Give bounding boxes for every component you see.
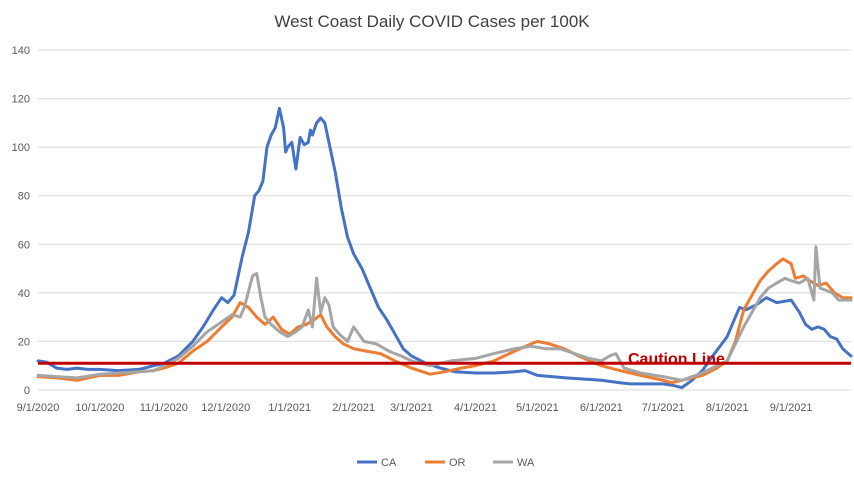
x-tick-label: 10/1/2020	[75, 402, 124, 414]
caution-line-label: Caution Line	[628, 351, 725, 368]
y-tick-label: 20	[18, 336, 30, 348]
x-tick-label: 8/1/2021	[706, 402, 749, 414]
x-tick-label: 1/1/2021	[268, 402, 311, 414]
series-line-ca	[36, 106, 853, 390]
chart-title: West Coast Daily COVID Cases per 100K	[274, 12, 590, 31]
x-tick-label: 11/1/2020	[140, 402, 188, 414]
gridlines	[38, 49, 851, 391]
y-tick-label: 120	[12, 94, 30, 106]
y-tick-label: 60	[18, 239, 30, 251]
legend: CA OR WA	[357, 457, 535, 469]
x-tick-label: 4/1/2021	[454, 402, 497, 414]
x-tick-label: 7/1/2021	[642, 402, 685, 414]
y-tick-label: 0	[24, 385, 30, 397]
y-tick-label: 140	[12, 45, 30, 57]
x-axis-ticks: 9/1/2020 10/1/2020 11/1/2020 12/1/2020 1/1/2…	[17, 402, 813, 414]
caution-line-group: Caution Line	[38, 351, 851, 368]
y-tick-label: 40	[18, 288, 30, 300]
x-tick-label: 6/1/2021	[580, 402, 623, 414]
y-tick-label: 80	[18, 191, 30, 203]
series-line-or	[36, 257, 853, 385]
x-tick-label: 12/1/2020	[201, 402, 250, 414]
series-line-wa	[36, 245, 853, 382]
x-tick-label: 5/1/2021	[516, 402, 559, 414]
series-lines	[36, 106, 853, 390]
y-tick-label: 100	[12, 142, 30, 154]
legend-label-wa: WA	[517, 457, 535, 469]
x-tick-label: 9/1/2020	[17, 402, 60, 414]
legend-label-or: OR	[449, 457, 466, 469]
y-axis-ticks: 0 20 40 60 80 100 120 140	[12, 45, 30, 397]
legend-label-ca: CA	[381, 457, 397, 469]
x-tick-label: 3/1/2021	[390, 402, 433, 414]
x-tick-label: 9/1/2021	[770, 402, 813, 414]
x-tick-label: 2/1/2021	[332, 402, 375, 414]
